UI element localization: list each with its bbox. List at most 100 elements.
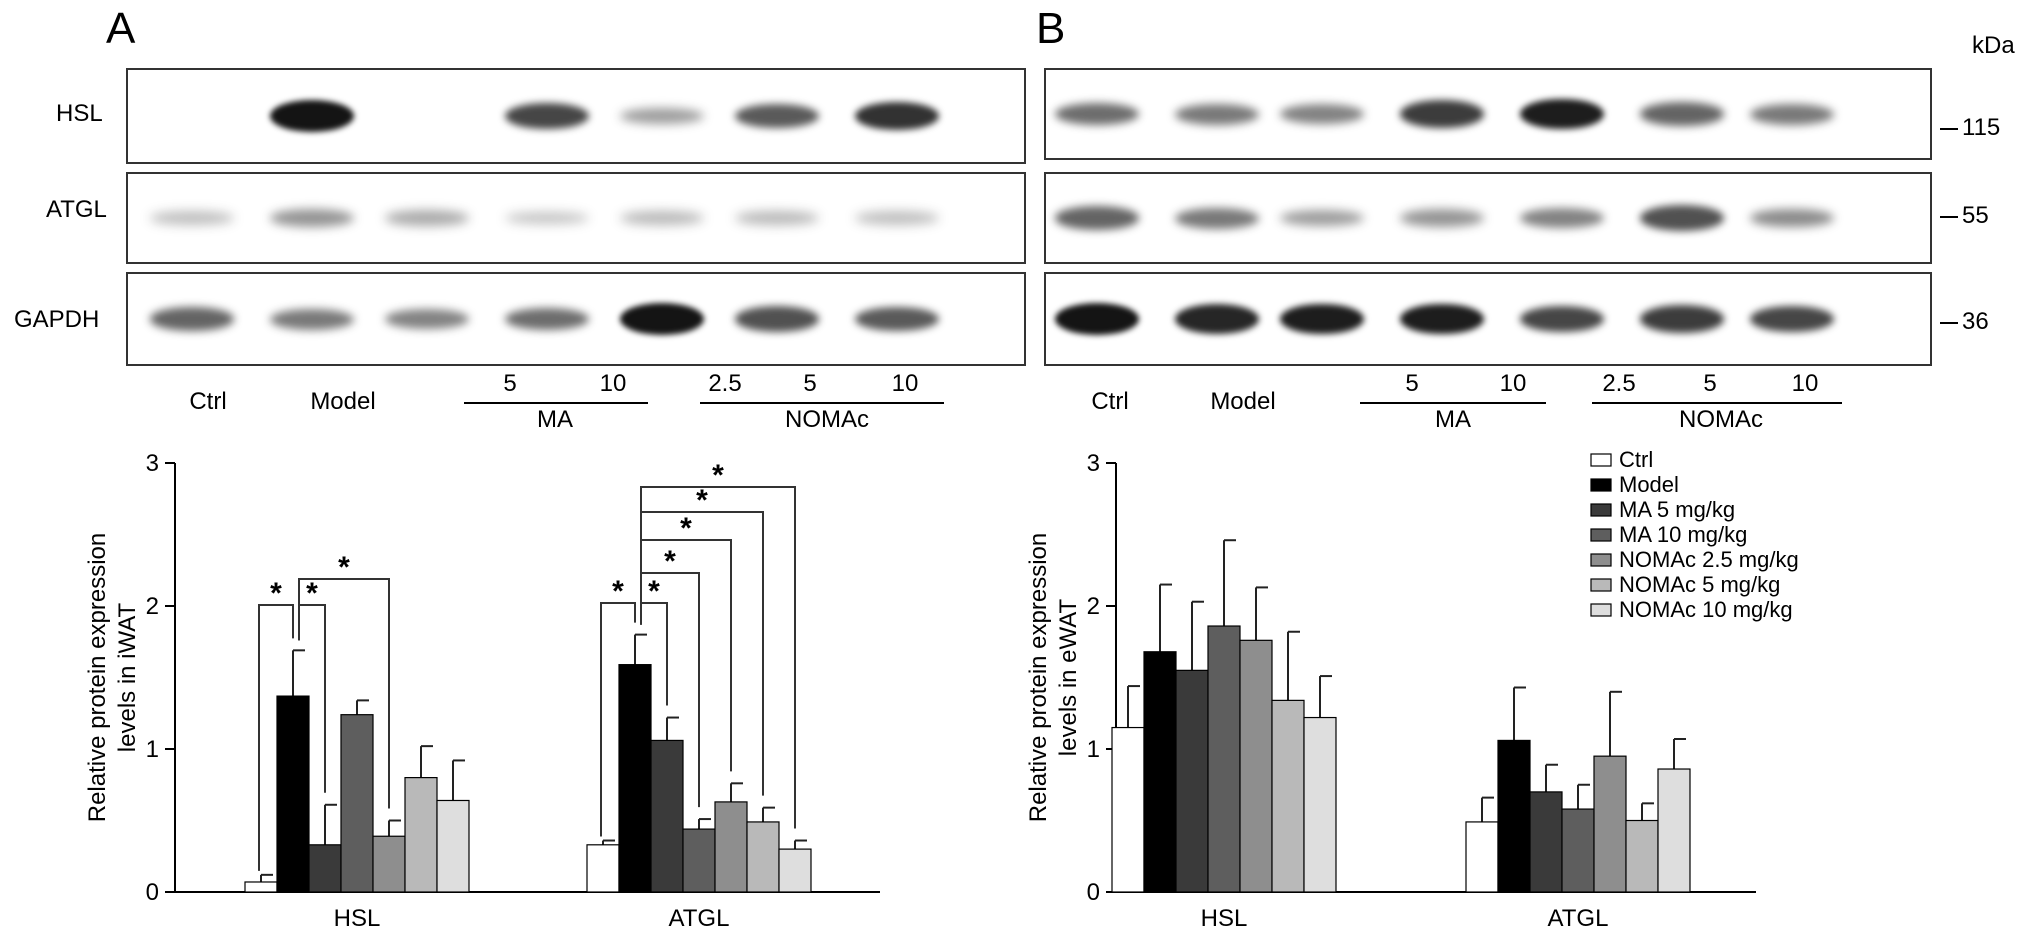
legend-label: MA 5 mg/kg	[1619, 497, 1735, 522]
bar	[1207, 625, 1241, 893]
bar	[650, 739, 684, 893]
legend-swatch	[1590, 578, 1612, 592]
bar	[618, 664, 652, 893]
y-axis-title-line: Relative protein expression	[84, 533, 111, 823]
y-axis-title-line: levels in iWAT	[114, 602, 141, 752]
blot-band	[1750, 103, 1834, 125]
blot-band	[1640, 102, 1724, 126]
blot-b-group-nomac: NOMAc	[1679, 406, 1763, 433]
bar	[746, 821, 780, 893]
blot-a-row-label-atgl: ATGL	[46, 196, 107, 223]
blot-a-group-ma: MA	[537, 406, 573, 433]
blot-band	[620, 303, 704, 335]
y-tick-label: 2	[146, 593, 159, 620]
blot-b-lane-nomac-10: 10	[1791, 370, 1819, 397]
blot-b-lane-nomac-2-5: 2.5	[1602, 370, 1636, 397]
blot-a-group-line-ma	[464, 402, 648, 404]
blot-b-lane-model: Model	[1210, 388, 1276, 415]
blot-a-group-nomac: NOMAc	[785, 406, 869, 433]
blot-band	[1400, 303, 1484, 335]
legend-swatch	[1590, 603, 1612, 617]
blot-band	[1640, 205, 1724, 231]
blot-band	[735, 306, 819, 332]
blot-band	[620, 107, 704, 125]
x-tick-label: HSL	[1201, 905, 1248, 932]
blot-band	[620, 211, 704, 225]
significance-bracket	[600, 602, 636, 837]
kda-marker-115: 115	[1962, 114, 2001, 141]
significance-bracket	[298, 578, 390, 809]
bar	[308, 844, 342, 893]
blot-b-group-line-nomac	[1592, 402, 1842, 404]
blot-band	[150, 211, 234, 225]
significance-star: *	[306, 577, 318, 610]
significance-star: *	[664, 545, 676, 578]
y-tick-label: 1	[146, 736, 159, 763]
panel-letter-b: B	[1036, 4, 1066, 53]
blot-band	[1750, 208, 1834, 228]
blot-a-row-label-gapdh: GAPDH	[14, 306, 100, 333]
legend-label: Ctrl	[1619, 447, 1653, 472]
x-tick-label: ATGL	[669, 905, 730, 932]
blot-band	[385, 210, 469, 226]
blot-band	[1520, 98, 1604, 130]
blot-band	[270, 100, 354, 132]
significance-star: *	[648, 575, 660, 608]
bar	[1625, 819, 1659, 893]
blot-band	[1055, 303, 1139, 335]
blot-b-atgl	[1044, 172, 1932, 264]
legend-label: Model	[1619, 472, 1679, 497]
legend-swatch	[1590, 528, 1612, 542]
blot-band	[270, 209, 354, 227]
blot-b-group-ma: MA	[1435, 406, 1471, 433]
blot-a-lane-nomac-10: 10	[891, 370, 919, 397]
y-tick-label: 0	[1087, 879, 1100, 906]
bar	[244, 881, 278, 893]
bar	[404, 777, 438, 893]
blot-band	[1175, 304, 1259, 334]
bar	[1111, 726, 1145, 893]
blot-a-gapdh	[126, 272, 1026, 366]
legend-swatch	[1590, 453, 1612, 467]
blot-a-hsl	[126, 68, 1026, 164]
blot-band	[1055, 102, 1139, 126]
legend-swatch	[1590, 503, 1612, 517]
significance-star: *	[338, 551, 350, 584]
bar	[1465, 821, 1499, 893]
blot-band	[385, 309, 469, 329]
bar	[1529, 791, 1563, 893]
blot-band	[1520, 208, 1604, 228]
bar	[340, 714, 374, 893]
blot-band	[1175, 207, 1259, 229]
kda-tick-36	[1940, 322, 1958, 324]
legend-label: NOMAc 2.5 mg/kg	[1619, 547, 1799, 572]
bar	[714, 801, 748, 893]
kda-marker-36: 36	[1962, 308, 1989, 335]
blot-b-lane-ma-5: 5	[1405, 370, 1419, 397]
bar	[682, 828, 716, 893]
bar	[1303, 716, 1337, 893]
y-tick-label: 1	[1087, 736, 1100, 763]
blot-band	[855, 101, 939, 131]
blot-a-row-label-hsl: HSL	[56, 100, 103, 127]
blot-band	[505, 211, 589, 225]
bar	[372, 835, 406, 893]
y-tick-label: 3	[1087, 450, 1100, 477]
y-tick-label: 2	[1087, 593, 1100, 620]
x-tick-label: HSL	[334, 905, 381, 932]
y-tick-label: 0	[146, 879, 159, 906]
bar	[1239, 639, 1273, 893]
blot-band	[505, 307, 589, 331]
bar	[586, 844, 620, 893]
bar	[778, 848, 812, 893]
blot-band	[1750, 305, 1834, 333]
blot-band	[1280, 303, 1364, 335]
chart-b-svg: 0 1 2 3 Relative protein expression levels in…	[1025, 447, 1799, 932]
kda-marker-55: 55	[1962, 202, 1989, 229]
bar	[1497, 739, 1531, 893]
blot-a-atgl	[126, 172, 1026, 264]
bar	[276, 695, 310, 893]
blot-band	[855, 211, 939, 225]
bar	[1271, 699, 1305, 893]
blot-band	[150, 307, 234, 331]
